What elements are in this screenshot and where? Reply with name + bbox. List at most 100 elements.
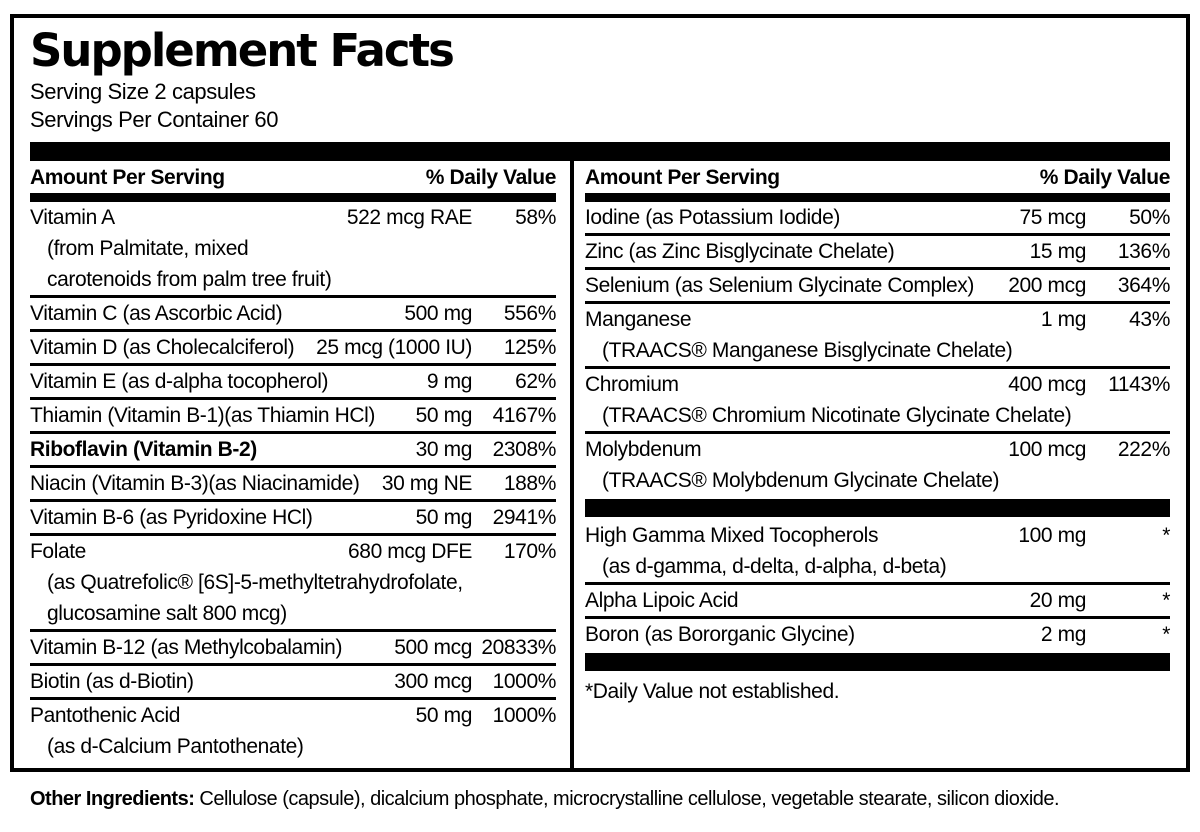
nutrient-daily-value: 62% <box>515 370 556 393</box>
nutrient-amount: 100 mcg <box>1008 438 1086 461</box>
nutrient-name: Vitamin B-12 (as Methylcobalamin) <box>30 636 343 659</box>
nutrient-detail: (as d-Calcium Pantothenate) <box>47 735 304 758</box>
nutrient-amount: 30 mg NE <box>381 472 473 495</box>
nutrient-amount: 200 mcg <box>1008 274 1086 297</box>
nutrient-name: Selenium (as Selenium Glycinate Complex) <box>585 274 974 297</box>
nutrient-amount: 2 mg <box>1040 623 1086 646</box>
amount-per-serving-header: Amount Per Serving <box>585 166 780 189</box>
right-column-header: Amount Per Serving % Daily Value <box>585 161 1170 193</box>
nutrient-name: Zinc (as Zinc Bisglycinate Chelate) <box>585 240 895 263</box>
nutrient-amount: 500 mcg <box>394 636 472 659</box>
column-header-bar <box>585 193 1170 202</box>
nutrient-name: Niacin (Vitamin B-3)(as Niacinamide) <box>30 472 360 495</box>
nutrient-amount: 400 mcg <box>1008 373 1086 396</box>
nutrient-name: Iodine (as Potassium Iodide) <box>585 206 840 229</box>
nutrient-detail: glucosamine salt 800 mcg) <box>47 602 287 625</box>
nutrient-detail: (TRAACS® Chromium Nicotinate Glycinate C… <box>602 404 1072 427</box>
nutrient-amount: 300 mcg <box>394 670 472 693</box>
nutrient-amount: 500 mg <box>404 302 472 325</box>
nutrient-row-thiamin: Thiamin (Vitamin B-1)(as Thiamin HCl) 50… <box>30 397 556 431</box>
other-ingredients-label: Other Ingredients: <box>30 788 195 810</box>
nutrient-row-mixed-tocopherols: High Gamma Mixed Tocopherols 100 mg * (a… <box>585 520 1170 582</box>
column-divider <box>570 161 574 768</box>
section-divider-bar <box>585 653 1170 671</box>
panel-title: Supplement Facts <box>30 24 455 77</box>
nutrient-row-vitamin-e: Vitamin E (as d-alpha tocopherol) 9 mg 6… <box>30 363 556 397</box>
nutrient-daily-value: 125% <box>503 336 557 359</box>
other-ingredients: Other Ingredients: Cellulose (capsule), … <box>30 786 1190 812</box>
nutrient-detail: (from Palmitate, mixed <box>47 237 249 260</box>
nutrient-daily-value: * <box>1162 623 1170 646</box>
nutrient-row-alpha-lipoic-acid: Alpha Lipoic Acid 20 mg * <box>585 582 1170 616</box>
nutrient-amount: 522 mcg RAE <box>346 206 473 229</box>
daily-value-header: % Daily Value <box>425 166 557 189</box>
nutrient-detail: (TRAACS® Manganese Bisglycinate Chelate) <box>602 339 1013 362</box>
nutrient-daily-value: 4167% <box>492 404 557 427</box>
nutrient-daily-value: 556% <box>503 302 557 325</box>
nutrient-row-pantothenic-acid: Pantothenic Acid 50 mg 1000% (as d-Calci… <box>30 697 556 762</box>
nutrient-amount: 50 mg <box>415 704 473 727</box>
nutrient-name: Molybdenum <box>585 438 702 461</box>
nutrient-name: Folate <box>30 540 86 563</box>
nutrient-row-chromium: Chromium 400 mcg 1143% (TRAACS® Chromium… <box>585 366 1170 431</box>
nutrient-amount: 25 mcg (1000 IU) <box>316 336 472 359</box>
nutrient-amount: 30 mg <box>415 438 473 461</box>
nutrient-row-molybdenum: Molybdenum 100 mcg 222% (TRAACS® Molybde… <box>585 431 1170 496</box>
serving-size: Serving Size 2 capsules <box>30 79 256 104</box>
servings-per-container: Servings Per Container 60 <box>30 107 279 132</box>
nutrient-name: Vitamin D (as Cholecalciferol) <box>30 336 295 359</box>
nutrient-daily-value: 50% <box>1129 206 1170 229</box>
other-ingredients-text: Cellulose (capsule), dicalcium phosphate… <box>194 788 1060 810</box>
nutrient-daily-value: * <box>1162 524 1170 547</box>
nutrient-amount: 100 mg <box>1018 524 1086 547</box>
nutrient-daily-value: 1000% <box>492 670 557 693</box>
nutrient-name: Vitamin A <box>30 206 115 229</box>
nutrient-name: Alpha Lipoic Acid <box>585 589 739 612</box>
nutrient-daily-value: 1143% <box>1108 373 1170 396</box>
nutrient-row-selenium: Selenium (as Selenium Glycinate Complex)… <box>585 267 1170 301</box>
nutrient-name: Pantothenic Acid <box>30 704 181 727</box>
nutrient-name: Manganese <box>585 308 692 331</box>
nutrient-row-boron: Boron (as Bororganic Glycine) 2 mg * <box>585 616 1170 650</box>
nutrient-row-vitamin-d: Vitamin D (as Cholecalciferol) 25 mcg (1… <box>30 329 556 363</box>
daily-value-footnote: *Daily Value not established. <box>585 680 840 703</box>
nutrient-row-iodine: Iodine (as Potassium Iodide) 75 mcg 50% <box>585 202 1170 233</box>
nutrient-row-vitamin-b12: Vitamin B-12 (as Methylcobalamin) 500 mc… <box>30 629 556 663</box>
nutrient-daily-value: 188% <box>503 472 557 495</box>
column-header-bar <box>30 193 556 202</box>
left-column-header: Amount Per Serving % Daily Value <box>30 161 556 193</box>
nutrient-amount: 50 mg <box>415 506 473 529</box>
nutrient-name: Thiamin (Vitamin B-1)(as Thiamin HCl) <box>30 404 376 427</box>
nutrient-name: Riboflavin (Vitamin B-2) <box>30 438 257 461</box>
nutrient-daily-value: 1000% <box>492 704 557 727</box>
nutrient-detail: (TRAACS® Molybdenum Glycinate Chelate) <box>602 469 1000 492</box>
nutrient-amount: 1 mg <box>1040 308 1086 331</box>
nutrient-name: Vitamin B-6 (as Pyridoxine HCl) <box>30 506 313 529</box>
nutrient-daily-value: 2941% <box>492 506 557 529</box>
nutrient-daily-value: 136% <box>1117 240 1171 263</box>
nutrient-detail: carotenoids from palm tree fruit) <box>47 268 332 291</box>
nutrient-daily-value: 222% <box>1117 438 1171 461</box>
nutrient-amount: 50 mg <box>415 404 473 427</box>
nutrient-name: Vitamin C (as Ascorbic Acid) <box>30 302 283 325</box>
section-divider-bar <box>585 499 1170 517</box>
nutrient-daily-value: 58% <box>515 206 556 229</box>
nutrient-row-folate: Folate 680 mcg DFE 170% (as Quatrefolic®… <box>30 533 556 629</box>
nutrient-amount: 9 mg <box>426 370 472 393</box>
nutrient-daily-value: 170% <box>503 540 557 563</box>
nutrient-row-vitamin-c: Vitamin C (as Ascorbic Acid) 500 mg 556% <box>30 295 556 329</box>
right-column: Amount Per Serving % Daily Value Iodine … <box>585 161 1170 768</box>
daily-value-header: % Daily Value <box>1039 166 1171 189</box>
supplement-facts-panel: Supplement Facts Serving Size 2 capsules… <box>10 14 1190 772</box>
nutrient-columns: Amount Per Serving % Daily Value Vitamin… <box>30 161 1170 768</box>
nutrient-amount: 15 mg <box>1029 240 1087 263</box>
nutrient-name: Boron (as Bororganic Glycine) <box>585 623 855 646</box>
nutrient-daily-value: * <box>1162 589 1170 612</box>
nutrient-daily-value: 43% <box>1129 308 1170 331</box>
nutrient-amount: 75 mcg <box>1019 206 1087 229</box>
nutrient-row-zinc: Zinc (as Zinc Bisglycinate Chelate) 15 m… <box>585 233 1170 267</box>
nutrient-name: High Gamma Mixed Tocopherols <box>585 524 879 547</box>
nutrient-row-vitamin-a: Vitamin A 522 mcg RAE 58% (from Palmitat… <box>30 202 556 295</box>
nutrient-row-manganese: Manganese 1 mg 43% (TRAACS® Manganese Bi… <box>585 301 1170 366</box>
header-divider-bar <box>30 142 1170 161</box>
